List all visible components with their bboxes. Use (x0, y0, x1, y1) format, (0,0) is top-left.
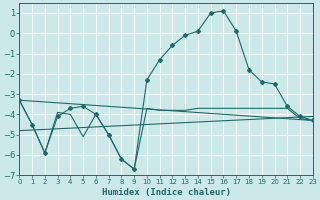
X-axis label: Humidex (Indice chaleur): Humidex (Indice chaleur) (101, 188, 230, 197)
